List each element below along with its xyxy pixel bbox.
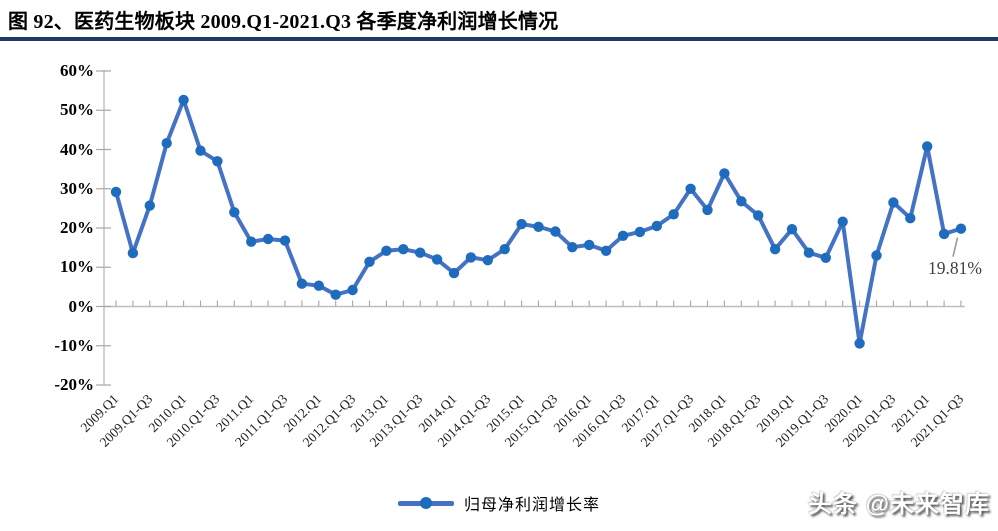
y-axis-tick-label: -20% (54, 375, 94, 394)
data-point-marker (550, 226, 561, 237)
data-point-marker (736, 196, 747, 207)
data-point-marker (600, 245, 612, 256)
data-point-marker (144, 200, 155, 211)
data-point-marker (415, 247, 426, 258)
y-axis-tick-label: 40% (60, 139, 94, 159)
legend-series-label: 归母净利润增长率 (463, 497, 600, 514)
chart-legend: 归母净利润增长率 (0, 492, 998, 514)
data-point-marker (296, 278, 308, 289)
data-point-marker (313, 280, 324, 291)
data-point-marker (753, 210, 764, 221)
data-point-marker (364, 256, 375, 267)
watermark-text: 头条 @未来智库 (807, 491, 990, 518)
legend-line-swatch (397, 497, 454, 509)
data-point-marker (482, 255, 493, 266)
data-point-marker (702, 204, 713, 216)
data-point-marker (246, 236, 257, 247)
data-point-marker (212, 156, 223, 167)
data-point-marker (803, 247, 815, 258)
y-axis-tick-label: 10% (60, 257, 94, 277)
data-point-marker (955, 223, 967, 234)
y-axis-tick-label: 60% (60, 61, 94, 80)
y-axis-tick-label: 0% (68, 296, 95, 316)
data-point-marker (499, 244, 510, 255)
data-point-marker (161, 138, 172, 149)
title-divider-rule (0, 37, 998, 41)
data-point-marker (584, 239, 595, 251)
data-point-marker (719, 168, 730, 179)
data-point-marker (922, 141, 933, 152)
data-point-marker (888, 197, 899, 208)
data-point-marker (668, 209, 679, 220)
data-point-marker (178, 94, 189, 106)
data-point-marker (617, 230, 629, 241)
data-point-marker (127, 247, 139, 259)
data-point-marker (347, 284, 358, 296)
y-axis-tick-label: 50% (60, 100, 94, 120)
data-point-marker (938, 228, 950, 240)
last-point-annotation: 19.81% (928, 258, 982, 278)
data-point-marker (330, 289, 341, 300)
data-point-marker (110, 186, 122, 198)
data-point-marker (195, 145, 206, 156)
data-point-marker (465, 252, 477, 263)
data-point-marker (516, 218, 527, 230)
data-point-marker (905, 213, 916, 224)
data-point-marker (634, 226, 646, 238)
data-point-marker (567, 242, 578, 253)
data-point-marker (837, 216, 848, 227)
data-point-marker (398, 244, 409, 255)
data-point-marker (769, 244, 781, 255)
data-point-marker (854, 338, 865, 349)
y-axis-tick-label: 20% (60, 218, 94, 237)
figure-title: 图 92、医药生物板块 2009.Q1-2021.Q3 各季度净利润增长情况 (8, 11, 559, 33)
data-point-marker (786, 224, 798, 235)
data-point-marker (871, 250, 882, 261)
data-point-marker (279, 235, 291, 246)
data-point-marker (431, 254, 443, 265)
legend-marker-dot-icon (419, 497, 432, 509)
data-point-marker (685, 183, 696, 194)
y-axis-tick-label: -10% (54, 335, 94, 355)
data-point-marker (229, 207, 240, 218)
data-point-marker (533, 221, 544, 232)
y-axis-tick-label: 30% (60, 178, 94, 198)
data-point-marker (381, 245, 392, 256)
data-point-marker (262, 233, 274, 245)
annotation-leader-line (952, 237, 959, 257)
data-point-marker (448, 267, 460, 279)
data-point-marker (651, 220, 662, 232)
data-point-marker (820, 252, 831, 263)
